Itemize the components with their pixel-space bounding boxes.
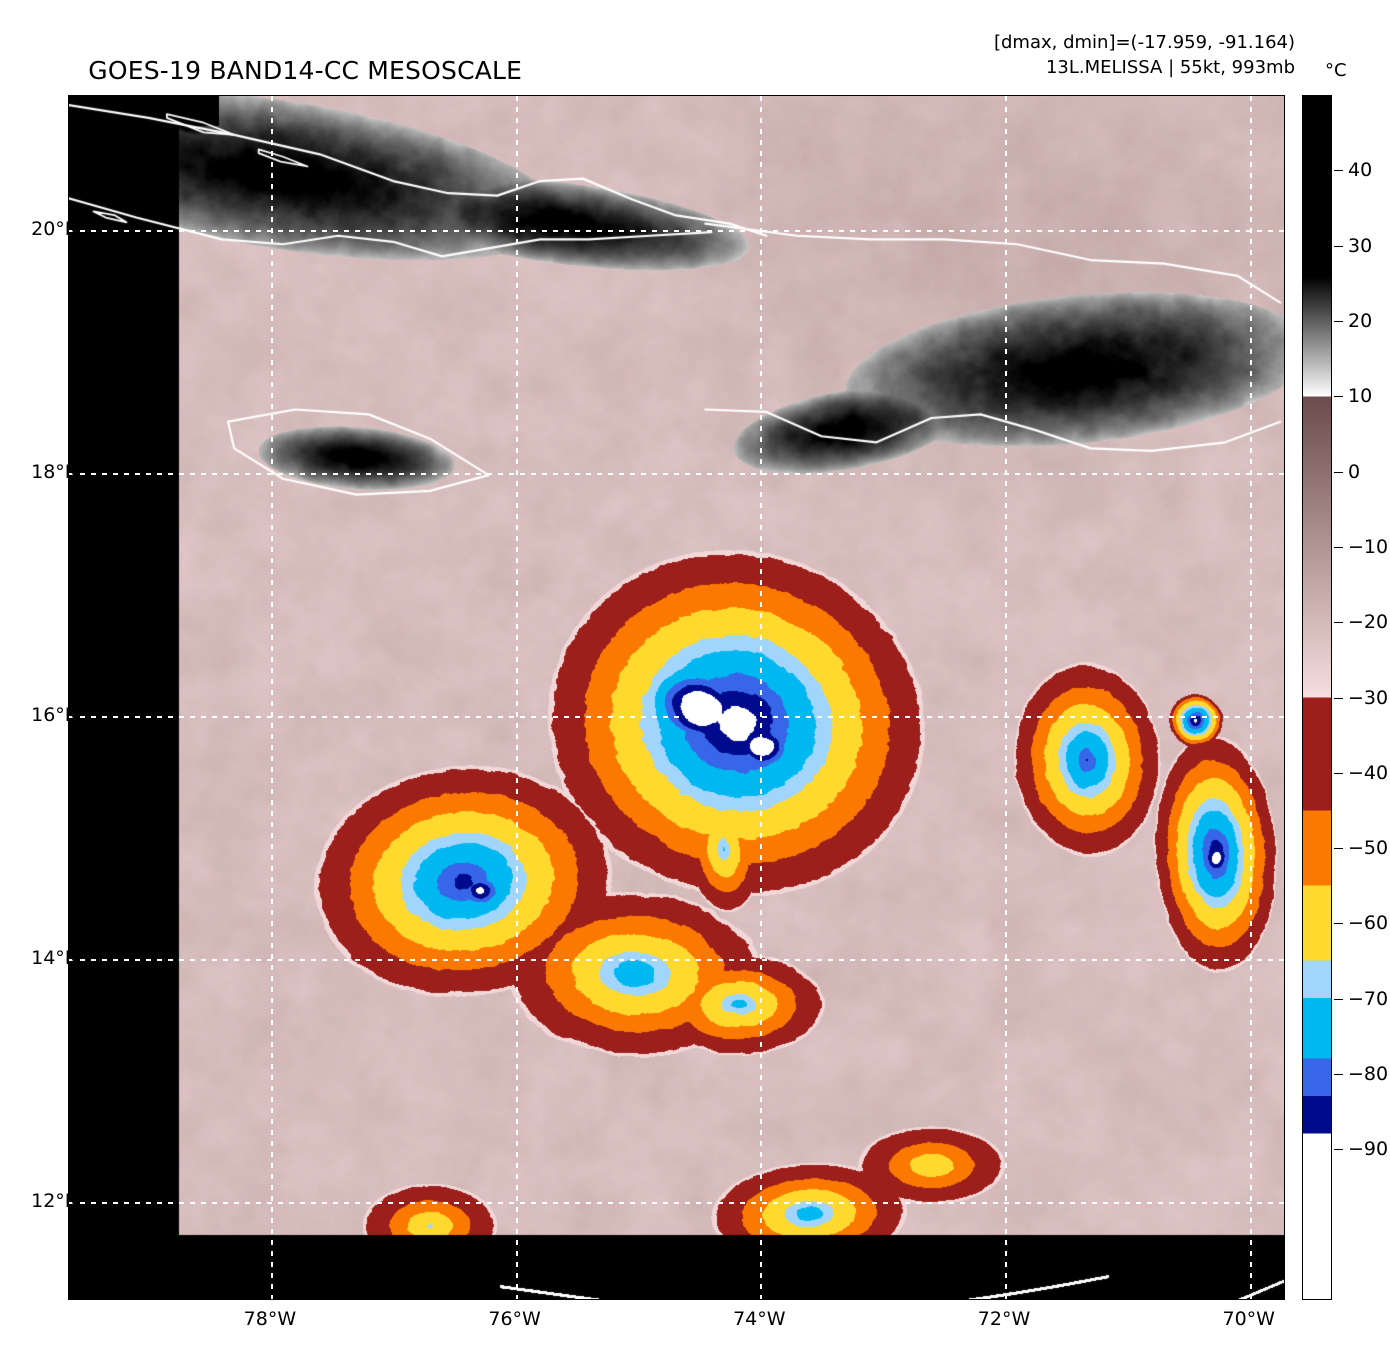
colorbar-label--90: −90	[1348, 1138, 1389, 1161]
colorbar-label-10: 10	[1348, 385, 1373, 408]
colorbar-label-0: 0	[1348, 460, 1361, 483]
colorbar-label-30: 30	[1348, 234, 1373, 257]
y-tick-label-12: 12°N	[31, 1189, 79, 1212]
colorbar-label--40: −40	[1348, 761, 1389, 784]
x-tick-label-72: 72°W	[977, 1308, 1031, 1330]
colorbar-tick--60	[1334, 923, 1343, 924]
colorbar-tick--50	[1334, 848, 1343, 849]
colorbar-label--10: −10	[1348, 535, 1389, 558]
x-tick-label-74: 74°W	[733, 1308, 786, 1330]
colorbar-tick--90	[1334, 1149, 1343, 1150]
colorbar-tick--80	[1334, 1074, 1343, 1075]
satellite-image-plot: Copyright © 2020-2025 Dapiya	[68, 95, 1285, 1300]
colorbar-unit-label: °C	[1325, 60, 1347, 81]
y-tick-label-20: 20°N	[31, 217, 79, 240]
temperature-colorbar	[1302, 95, 1332, 1300]
colorbar-label--30: −30	[1348, 686, 1389, 709]
colorbar-label--70: −70	[1348, 987, 1389, 1010]
colorbar-tick-40	[1334, 170, 1343, 171]
header-metadata: [dmax, dmin]=(-17.959, -91.164) 13L.MELI…	[994, 30, 1295, 80]
x-tick-label-76: 76°W	[488, 1308, 541, 1330]
x-tick-label-70: 70°W	[1222, 1308, 1275, 1330]
colorbar-tick-10	[1334, 396, 1343, 397]
y-tick-label-18: 18°N	[31, 460, 79, 483]
storm-info-readout: 13L.MELISSA | 55kt, 993mb	[1045, 57, 1295, 78]
dmax-dmin-readout: [dmax, dmin]=(-17.959, -91.164)	[993, 32, 1295, 53]
satellite-ir-canvas	[69, 96, 1284, 1299]
colorbar-label--20: −20	[1348, 611, 1389, 634]
colorbar-label--80: −80	[1348, 1063, 1389, 1086]
colorbar-tick-0	[1334, 472, 1343, 473]
y-tick-label-16: 16°N	[31, 703, 79, 726]
colorbar-tick--30	[1334, 698, 1343, 699]
title-line-1: GOES-19 BAND14-CC MESOSCALE	[88, 56, 523, 85]
x-tick-label-78: 78°W	[243, 1308, 297, 1330]
colorbar-tick--10	[1334, 547, 1343, 548]
colorbar-tick--40	[1334, 773, 1343, 774]
colorbar-tick-30	[1334, 246, 1343, 247]
colorbar-label--50: −50	[1348, 837, 1389, 860]
colorbar-tick--20	[1334, 622, 1343, 623]
colorbar-label-40: 40	[1348, 159, 1373, 182]
colorbar-tick--70	[1334, 999, 1343, 1000]
colorbar-tick-20	[1334, 321, 1343, 322]
y-tick-label-14: 14°N	[31, 946, 79, 969]
colorbar-label--60: −60	[1348, 912, 1389, 935]
colorbar-label-20: 20	[1348, 309, 1373, 332]
